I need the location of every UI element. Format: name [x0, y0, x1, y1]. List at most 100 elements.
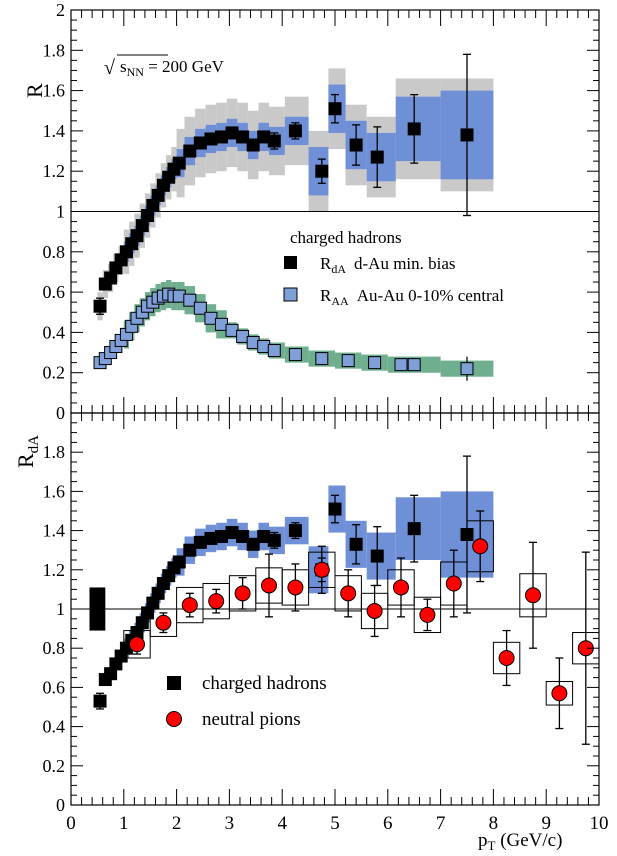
legend-label-pi0: neutral pions [202, 709, 301, 730]
x-tick-label: 10 [590, 813, 609, 834]
top-dA-point [183, 144, 197, 158]
x-tick-label: 7 [436, 813, 446, 834]
bottom-dA-point [246, 537, 260, 551]
legend-marker-charged [167, 676, 181, 690]
top-ytick-label: 2 [56, 0, 65, 20]
x-tick-label: 9 [541, 813, 551, 834]
top-dA-point [135, 219, 149, 233]
top-dA-point [460, 128, 474, 142]
bottom-dA-point [349, 537, 363, 551]
energy-annotation-text: sNN = 200 GeV [120, 57, 225, 79]
legend-marker-pi0 [166, 711, 182, 727]
bottom-ytick-label: 1.4 [43, 521, 66, 541]
bottom-dA-point [130, 626, 144, 640]
legend-label-AA: RAA Au-Au 0-10% central [320, 286, 504, 308]
AA-point [407, 358, 421, 372]
bottom-dA-point [204, 531, 218, 545]
top-dA-point [328, 102, 342, 116]
top-dA-point [407, 122, 421, 136]
bottom-ytick-label: 0.8 [43, 638, 66, 658]
bottom-dA-point [236, 529, 250, 543]
bottom-dA-point [104, 667, 118, 681]
top-dA-point [315, 164, 329, 178]
sqrt-sign: √ [104, 57, 115, 79]
top-ytick-label: 0.4 [43, 322, 66, 342]
bottom-dA-point [146, 596, 160, 610]
AA-point [288, 348, 302, 362]
bottom-dA-point [370, 549, 384, 563]
bottom-dA-point [135, 616, 149, 630]
top-ytick-label: 1.6 [43, 81, 66, 101]
pi0-point [261, 577, 277, 594]
pi0-point [472, 538, 489, 555]
top-dA-point [236, 130, 250, 144]
top-ytick-label: 0 [56, 403, 65, 423]
x-tick-label: 2 [172, 813, 182, 834]
top-ytick-label: 0.2 [43, 363, 66, 383]
pi0-point [498, 650, 515, 666]
bottom-ytick-label: 0.2 [43, 756, 66, 776]
x-tick-label: 3 [225, 813, 235, 834]
bottom-ytick-label: 0 [56, 795, 65, 815]
bottom-ytick-label: 0.4 [43, 717, 66, 737]
x-tick-label: 6 [383, 813, 393, 834]
bottom-dA-point [183, 543, 197, 557]
top-dA-point [257, 130, 271, 144]
energy-annotation: √ sNN = 200 GeV [104, 54, 225, 79]
pi0-point [419, 606, 436, 623]
pi0-point [313, 561, 330, 578]
bottom-dA-point [257, 529, 271, 543]
legend-marker-AA [283, 287, 298, 302]
bottom-dA-point [225, 526, 239, 540]
pi0-point [445, 575, 462, 592]
top-dA-point [141, 209, 155, 223]
pi0-point [155, 614, 172, 631]
top-dA-point [349, 138, 363, 152]
top-ytick-label: 1.4 [43, 121, 66, 141]
pi0-point [340, 585, 357, 602]
x-tick-label: 4 [277, 813, 287, 834]
bottom-ytick-label: 1 [56, 599, 65, 619]
top-dA-point [204, 132, 218, 146]
top-y-axis-label: R [22, 83, 47, 98]
bottom-panel: 00.20.40.60.811.21.41.61.8 0 1 2 3 4 5 6 7 8 9 10 … [13, 412, 609, 853]
bottom-ytick-label: 1.8 [43, 442, 66, 462]
top-dA-point [146, 198, 160, 212]
top-dA-point [246, 138, 260, 152]
pi0-point [129, 636, 145, 653]
bottom-dA-point [193, 535, 207, 549]
top-legend-title: charged hadrons [290, 228, 402, 247]
bottom-ytick-label: 0.6 [43, 677, 66, 697]
bottom-dA-point [214, 529, 228, 543]
top-dA-point [151, 188, 165, 202]
top-panel: 0 0.2 0.4 0.6 0.8 1 1.2 1.4 1.6 1.8 2 R √ sNN = 20… [22, 0, 600, 423]
top-dA-point [370, 150, 384, 164]
bottom-ytick-label: 1.2 [43, 560, 66, 580]
x-tick-label: 0 [66, 813, 76, 834]
pi0-point [551, 685, 568, 702]
pi0-point [366, 602, 383, 619]
legend-label-charged: charged hadrons [202, 673, 327, 694]
AA-point [267, 344, 281, 358]
pi0-point [208, 593, 225, 610]
legend-marker-dA [284, 256, 297, 269]
top-dA-point [267, 134, 281, 148]
x-tick-label: 5 [330, 813, 340, 834]
AA-point [341, 354, 355, 368]
bottom-dA-point [267, 533, 281, 547]
top-ytick-label: 1 [56, 202, 65, 222]
bottom-dA-point [460, 528, 474, 542]
top-dA-point [130, 229, 144, 243]
top-dA-point [104, 271, 118, 285]
AA-point [394, 358, 408, 372]
x-axis-label: pT (GeV/c) [478, 830, 562, 853]
bottom-y-axis-label: RdA [13, 435, 42, 468]
legend-label-dA: RdA d-Au min. bias [320, 254, 456, 276]
AA-point [193, 301, 207, 315]
top-dA-point [288, 124, 302, 138]
bottom-dA-point [93, 694, 107, 708]
bottom-dA-point [151, 586, 165, 600]
AA-point [460, 362, 474, 376]
top-dA-point [93, 299, 107, 313]
